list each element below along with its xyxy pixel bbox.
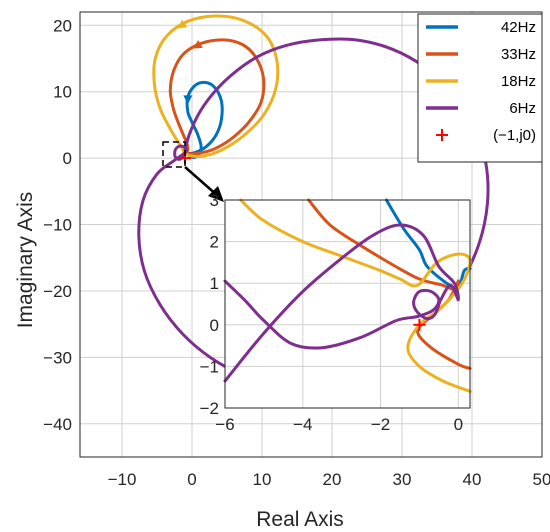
main-x-tick-label: 30	[393, 470, 412, 489]
y-axis-label: Imaginary Axis	[14, 192, 37, 329]
inset-y-tick-label: −2	[200, 399, 219, 418]
inset-curves	[223, 198, 472, 393]
legend-box	[417, 13, 543, 163]
inset-y-tick-label: 3	[210, 191, 219, 210]
inset-x-tick-labels: −6 −4 −2 0	[215, 415, 463, 434]
inset-y-tick-label: 1	[210, 274, 219, 293]
legend-label: 18Hz	[501, 73, 536, 90]
main-y-tick-label: 0	[63, 149, 72, 168]
legend-label: 42Hz	[501, 19, 536, 36]
main-curve-18hz	[152, 14, 280, 158]
main-y-tick-label: −40	[43, 415, 72, 434]
legend: 42Hz 33Hz 18Hz 6Hz (−1,j0)	[417, 13, 543, 163]
main-curve-33hz	[168, 38, 266, 156]
main-curve-42hz	[182, 80, 224, 159]
main-y-tick-label: −30	[43, 348, 72, 367]
legend-label: 33Hz	[501, 46, 536, 63]
main-x-tick-label: 0	[187, 470, 196, 489]
main-plot-frame	[79, 11, 543, 458]
inset-y-tick-label: 0	[210, 316, 219, 335]
zoom-pointer-arrowhead	[208, 186, 224, 202]
x-axis-label: Real Axis	[256, 508, 344, 531]
main-x-tick-label: 50	[533, 470, 550, 489]
zoom-pointer-arrow	[184, 166, 219, 197]
inset-x-tick-label: 0	[454, 415, 463, 434]
main-y-tick-label: 10	[53, 83, 72, 102]
inset-markers	[413, 318, 426, 331]
main-x-tick-label: −10	[108, 470, 137, 489]
inset-curve-33hz	[307, 198, 472, 370]
main-y-tick-label: −20	[43, 282, 72, 301]
main-direction-arrow	[192, 40, 203, 49]
main-x-tick-label: 20	[323, 470, 342, 489]
main-y-tick-label: 20	[53, 16, 72, 35]
inset-curve-42hz	[384, 198, 472, 290]
inset-y-tick-label: 2	[210, 233, 219, 252]
legend-label: 6Hz	[509, 100, 536, 117]
zoom-region-box	[162, 141, 186, 168]
main-direction-arrow	[177, 19, 188, 29]
main-x-tick-label: 40	[463, 470, 482, 489]
inset-curve-6hz	[223, 223, 460, 383]
inset-frame	[224, 199, 471, 409]
inset-curve-18hz	[239, 198, 472, 393]
inset-y-tick-label: −1	[200, 357, 219, 376]
legend-label: (−1,j0)	[493, 127, 536, 144]
main-x-tick-label: 10	[253, 470, 272, 489]
main-y-tick-label: −10	[43, 216, 72, 235]
main-direction-arrow	[183, 95, 193, 105]
inset-y-tick-labels: −2 −1 0 1 2 3	[200, 191, 219, 418]
main-x-tick-labels: −10 0 10 20 30 40 50	[108, 470, 550, 489]
main-y-tick-labels: −40 −30 −20 −10 0 10 20	[43, 16, 72, 434]
inset-x-tick-label: −2	[371, 415, 390, 434]
inset-x-tick-label: −4	[293, 415, 312, 434]
inset-x-tick-label: −6	[215, 415, 234, 434]
